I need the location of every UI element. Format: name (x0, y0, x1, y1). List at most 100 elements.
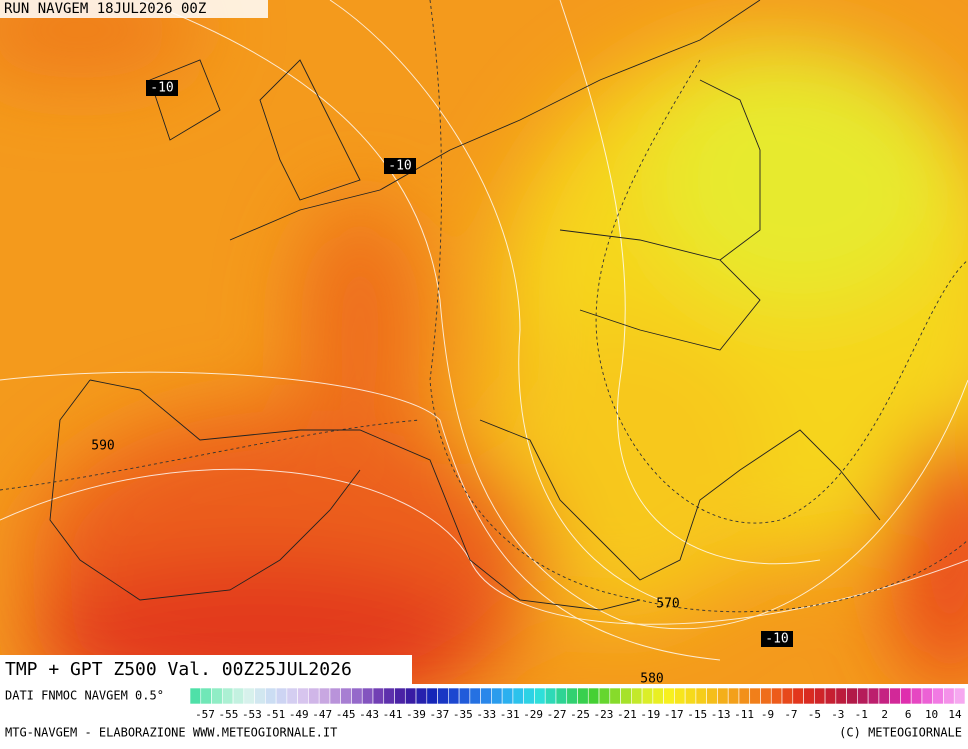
scale-label: -15 (687, 708, 707, 721)
scale-swatch (749, 687, 761, 705)
scale-swatch (814, 687, 826, 705)
scale-label: -7 (784, 708, 797, 721)
scale-swatch (437, 687, 449, 705)
scale-swatch (910, 687, 923, 705)
scale-swatch (458, 687, 471, 705)
scale-swatch (641, 687, 654, 705)
scale-swatch (254, 687, 266, 705)
scale-swatch (501, 687, 514, 705)
scale-swatch (684, 687, 697, 705)
scale-label: -33 (476, 708, 496, 721)
scale-swatch (824, 687, 837, 705)
scale-label: -47 (312, 708, 332, 721)
scale-swatch (846, 687, 858, 705)
scale-swatch (351, 687, 363, 705)
scale-label: -49 (289, 708, 309, 721)
color-scale: -57 -55 -53 -51 -49 -47 -45 -43 -41 -39 -37 -35 -33-… (189, 687, 966, 721)
scale-label: -11 (734, 708, 754, 721)
scale-swatch (189, 687, 202, 705)
scale-label: -39 (406, 708, 426, 721)
scale-swatch (318, 687, 331, 705)
scale-swatch (921, 687, 934, 705)
scale-swatch (781, 687, 794, 705)
scale-swatch (469, 687, 481, 705)
contour-label: 570 (656, 597, 679, 612)
scale-swatch (598, 687, 611, 705)
scale-label: -3 (831, 708, 844, 721)
scale-swatch (308, 687, 320, 705)
footer-left: MTG-NAVGEM - ELABORAZIONE WWW.METEOGIORN… (5, 726, 337, 740)
run-label: RUN NAVGEM 18JUL2026 00Z (4, 1, 206, 17)
scale-swatch (663, 687, 675, 705)
scale-swatch (738, 687, 751, 705)
scale-swatch (404, 687, 417, 705)
scale-swatch (426, 687, 438, 705)
contour-label: -10 (765, 632, 788, 647)
scale-swatch (480, 687, 492, 705)
scale-label: -25 (570, 708, 590, 721)
scale-swatch (200, 687, 212, 705)
scale-swatch (512, 687, 524, 705)
scale-swatch (544, 687, 557, 705)
scale-swatch (889, 687, 901, 705)
scale-label: -29 (523, 708, 543, 721)
scale-label: -31 (500, 708, 520, 721)
contour-label: -10 (388, 159, 411, 174)
scale-swatch (491, 687, 503, 705)
scale-swatch (587, 687, 600, 705)
scale-label: -57 (195, 708, 215, 721)
scale-label: -19 (640, 708, 660, 721)
scale-swatch (394, 687, 406, 705)
scale-swatch (953, 687, 966, 705)
scale-label: -21 (617, 708, 637, 721)
scale-swatch (706, 687, 718, 705)
scale-swatch (555, 687, 568, 705)
scale-swatch (867, 687, 880, 705)
source-label: DATI FNMOC NAVGEM 0.5° (5, 689, 164, 703)
scale-swatch (652, 687, 664, 705)
footer-right: (C) METEOGIORNALE (839, 726, 962, 740)
contour-label: 590 (91, 439, 114, 454)
title-bg (0, 655, 412, 684)
label-box (146, 80, 178, 96)
scale-swatch (770, 687, 783, 705)
scale-swatch (566, 687, 578, 705)
scale-swatch (448, 687, 460, 705)
scale-swatch (803, 687, 815, 705)
scale-label: -23 (594, 708, 614, 721)
scale-label: -45 (336, 708, 356, 721)
scale-label: -37 (429, 708, 449, 721)
map-title: TMP + GPT Z500 Val. 00Z25JUL2026 (5, 659, 352, 680)
scale-label: -55 (219, 708, 239, 721)
scale-swatch (275, 687, 288, 705)
scale-swatch (620, 687, 632, 705)
scale-label: -51 (265, 708, 285, 721)
header-bg (0, 0, 268, 18)
map: -10 -10 -10 590 570 580 (0, 0, 968, 687)
scale-swatch (523, 687, 535, 705)
label-box (761, 631, 793, 647)
contour-label: 580 (640, 672, 663, 687)
scale-label: -13 (711, 708, 731, 721)
scale-swatch (243, 687, 255, 705)
scale-swatch (717, 687, 729, 705)
scale-swatch (221, 687, 234, 705)
scale-swatch (900, 687, 912, 705)
scale-swatch (415, 687, 428, 705)
scale-swatch (857, 687, 869, 705)
scale-swatch (932, 687, 944, 705)
scale-label: -41 (383, 708, 403, 721)
scale-swatch (943, 687, 955, 705)
scale-swatch (577, 687, 589, 705)
scale-swatch (232, 687, 245, 705)
scale-swatch (329, 687, 341, 705)
scale-label: 2 (881, 708, 888, 721)
scale-swatch (674, 687, 686, 705)
scale-label: -35 (453, 708, 473, 721)
scale-swatch (878, 687, 890, 705)
scale-swatch (297, 687, 309, 705)
scale-swatch (609, 687, 621, 705)
scale-swatch (727, 687, 740, 705)
scale-label: 14 (948, 708, 962, 721)
